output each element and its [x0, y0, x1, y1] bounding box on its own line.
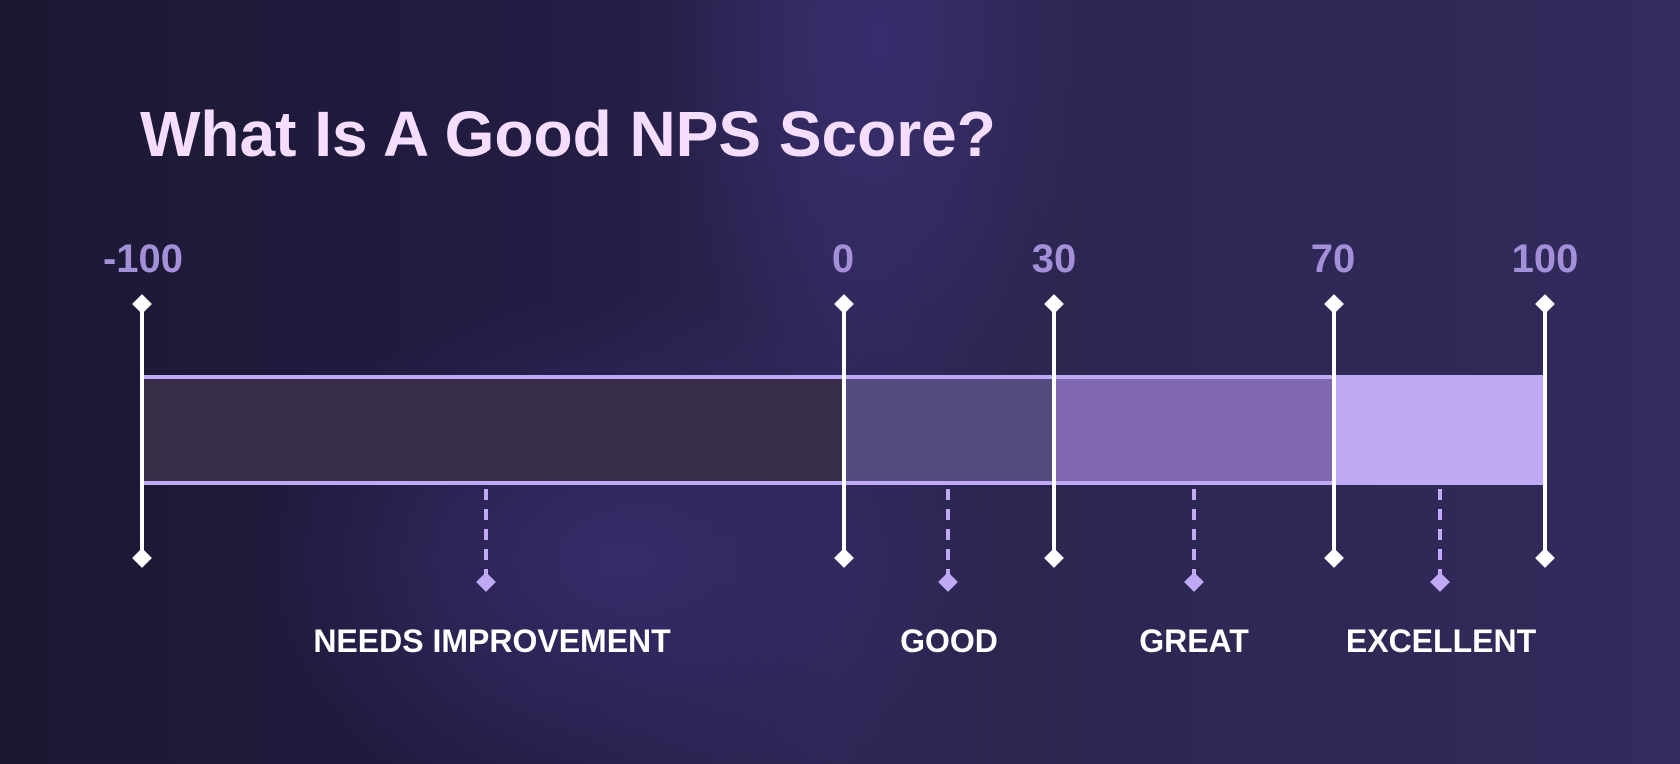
segment-excellent	[1333, 375, 1545, 485]
segment-good	[843, 375, 1054, 485]
diamond-icon	[1324, 548, 1344, 568]
tick-line-100	[1543, 303, 1547, 558]
segment-needs-improvement	[142, 375, 843, 485]
dashed-connector-good	[946, 489, 950, 575]
diamond-icon	[834, 548, 854, 568]
diamond-icon	[1324, 294, 1344, 314]
tick-label-0: 0	[831, 237, 855, 281]
diamond-icon	[1184, 572, 1204, 592]
diamond-icon	[476, 572, 496, 592]
diamond-icon	[938, 572, 958, 592]
tick-label-100: 100	[1511, 237, 1579, 281]
dashed-connector-great	[1192, 489, 1196, 575]
tick-line-minus-100	[140, 303, 144, 558]
tick-label-70: 70	[1310, 237, 1356, 281]
tick-label-30: 30	[1031, 237, 1077, 281]
diamond-icon	[132, 294, 152, 314]
dashed-connector-excellent	[1438, 489, 1442, 575]
category-label-excellent: EXCELLENT	[1345, 623, 1537, 659]
diamond-icon	[834, 294, 854, 314]
tick-line-30	[1052, 303, 1056, 558]
diamond-icon	[1430, 572, 1450, 592]
chart-title: What Is A Good NPS Score?	[140, 98, 996, 170]
diamond-icon	[1044, 294, 1064, 314]
tick-label-minus-100: -100	[102, 237, 184, 281]
category-label-good: GOOD	[900, 623, 998, 659]
diamond-icon	[132, 548, 152, 568]
dashed-connector-needs-improvement	[484, 489, 488, 575]
tick-line-0	[842, 303, 846, 558]
diamond-icon	[1044, 548, 1064, 568]
category-label-great: GREAT	[1139, 623, 1249, 659]
segment-great	[1054, 375, 1333, 485]
tick-line-70	[1332, 303, 1336, 558]
category-label-needs-improvement: NEEDS IMPROVEMENT	[313, 623, 671, 659]
diamond-icon	[1535, 294, 1555, 314]
diamond-icon	[1535, 548, 1555, 568]
